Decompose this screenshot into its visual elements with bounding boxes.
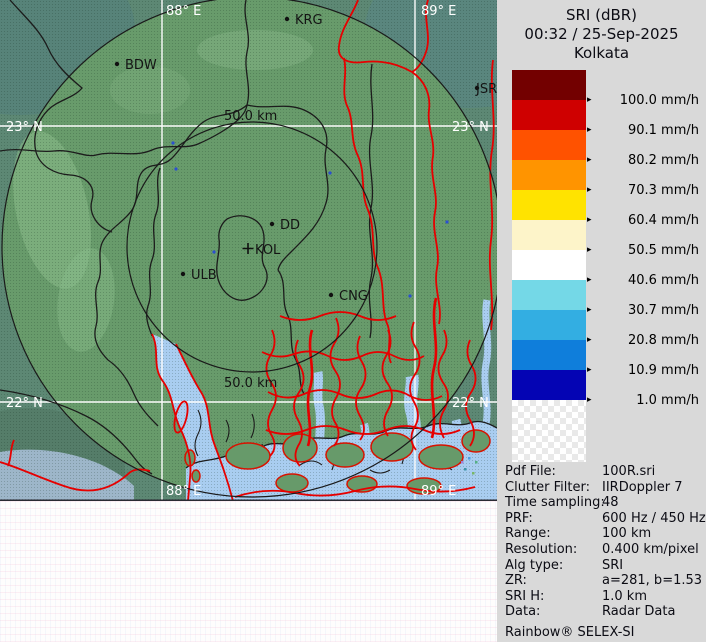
city-markers (114, 16, 480, 298)
graticule-lines (0, 0, 497, 501)
tick-arrow-icon: ▸ (587, 365, 592, 375)
meta-row-time-sampling: Time sampling: 48 (505, 495, 619, 511)
tick-arrow-icon: ▸ (587, 245, 592, 255)
tick-arrow-icon: ▸ (587, 95, 592, 105)
product-title-block: SRI (dBR) 00:32 / 25-Sep-2025 Kolkata (497, 6, 706, 63)
meta-row-range: Range: 100 km (505, 526, 652, 542)
map-label-ulb: ULB (191, 268, 217, 283)
map-label-dd: DD (280, 218, 300, 233)
legend-swatch-20.8 (512, 310, 586, 340)
legend-entry: ▸ 20.8 mm/h (587, 332, 699, 348)
info-panel: SRI (dBR) 00:32 / 25-Sep-2025 Kolkata ▸ 1… (497, 0, 706, 642)
color-scale (512, 70, 586, 462)
map-label-kol: KOL (255, 243, 281, 258)
grid-label-lon-88-top: 88° E (166, 4, 201, 19)
map-bottom-border (0, 499, 497, 501)
legend-entry: ▸ 60.4 mm/h (587, 212, 699, 228)
range-ring-100km (1, 0, 497, 498)
software-brand: Rainbow® SELEX-SI (505, 624, 635, 640)
tick-arrow-icon: ▸ (587, 395, 592, 405)
tick-arrow-icon: ▸ (587, 335, 592, 345)
legend-entry: ▸ 1.0 mm/h (587, 392, 699, 408)
legend-swatch-90.1 (512, 100, 586, 130)
legend-swatch-70.3 (512, 160, 586, 190)
meta-row-clutter-filter: Clutter Filter: IIRDoppler 7 (505, 479, 683, 495)
radar-site: Kolkata (573, 44, 630, 62)
legend-swatch-60.4 (512, 190, 586, 220)
legend-entry: ▸ 90.1 mm/h (587, 122, 699, 138)
radar-site-cross-icon (242, 243, 254, 254)
map-label-krg: KRG (295, 13, 323, 28)
empty-strip (0, 501, 497, 642)
lakes-and-echoes (171, 141, 478, 475)
delta-islands (184, 429, 491, 495)
tick-arrow-icon: ▸ (587, 125, 592, 135)
radar-map: BDW KRG JSR DD KOL ULB CNG 88° E 89° E 8… (0, 0, 497, 501)
grid-label-lat-22-left: 22° N (6, 396, 43, 411)
range-label-top: 50.0 km (224, 109, 277, 124)
legend-entry: ▸ 40.6 mm/h (587, 272, 699, 288)
meta-row-zr: ZR: a=281, b=1.53 (505, 573, 703, 589)
meta-row-sri-h: SRI H: 1.0 km (505, 588, 647, 604)
legend-entry: ▸ 50.5 mm/h (587, 242, 699, 258)
legend-swatch-transparent (512, 400, 586, 462)
legend-entry: ▸ 70.3 mm/h (587, 182, 699, 198)
meta-row-pdf-file: Pdf File: 100R.sri (505, 464, 656, 479)
product-name: SRI (dBR) (565, 6, 638, 24)
grid-label-lat-23-right: 23° N (452, 120, 489, 135)
grid-label-lon-88-bottom: 88° E (166, 484, 201, 499)
legend-entry: ▸ 10.9 mm/h (587, 362, 699, 378)
legend-entry: ▸ 80.2 mm/h (587, 152, 699, 168)
tick-arrow-icon: ▸ (587, 305, 592, 315)
legend-swatch-50.5 (512, 220, 586, 250)
map-label-cng: CNG (339, 289, 368, 304)
grid-label-lon-89-bottom: 89° E (421, 484, 456, 499)
river-network-red (0, 0, 495, 501)
legend-swatch-1.0 (512, 370, 586, 400)
legend-entry: ▸ 100.0 mm/h (587, 92, 699, 108)
legend-swatch-80.2 (512, 130, 586, 160)
range-ring-50km (126, 121, 378, 373)
map-label-jsr: JSR (475, 82, 497, 97)
range-label-bottom: 50.0 km (224, 376, 277, 391)
meta-row-data: Data: Radar Data (505, 604, 676, 620)
radar-map-canvas: BDW KRG JSR DD KOL ULB CNG 88° E 89° E 8… (0, 0, 497, 501)
map-label-bdw: BDW (125, 58, 157, 73)
grid-label-lon-89-top: 89° E (421, 4, 456, 19)
tick-arrow-icon: ▸ (587, 155, 592, 165)
tick-arrow-icon: ▸ (587, 215, 592, 225)
grid-label-lat-22-right: 22° N (452, 396, 489, 411)
meta-row-alg-type: Alg type: SRI (505, 557, 624, 573)
tick-arrow-icon: ▸ (587, 185, 592, 195)
product-metadata: Pdf File: 100R.sri Clutter Filter: IIRDopp… (505, 464, 706, 641)
product-time: 00:32 / 25-Sep-2025 (524, 25, 679, 43)
legend-swatch-40.6 (512, 250, 586, 280)
meta-row-prf: PRF: 600 Hz / 450 Hz (505, 510, 706, 526)
grid-label-lat-23-left: 23° N (6, 120, 43, 135)
legend-swatch-10.9 (512, 340, 586, 370)
tick-arrow-icon: ▸ (587, 275, 592, 285)
meta-row-resolution: Resolution: 0.400 km/pixel (505, 541, 699, 557)
legend-swatch-30.7 (512, 280, 586, 310)
legend-entry: ▸ 30.7 mm/h (587, 302, 699, 318)
legend-swatch-100.0 (512, 70, 586, 100)
